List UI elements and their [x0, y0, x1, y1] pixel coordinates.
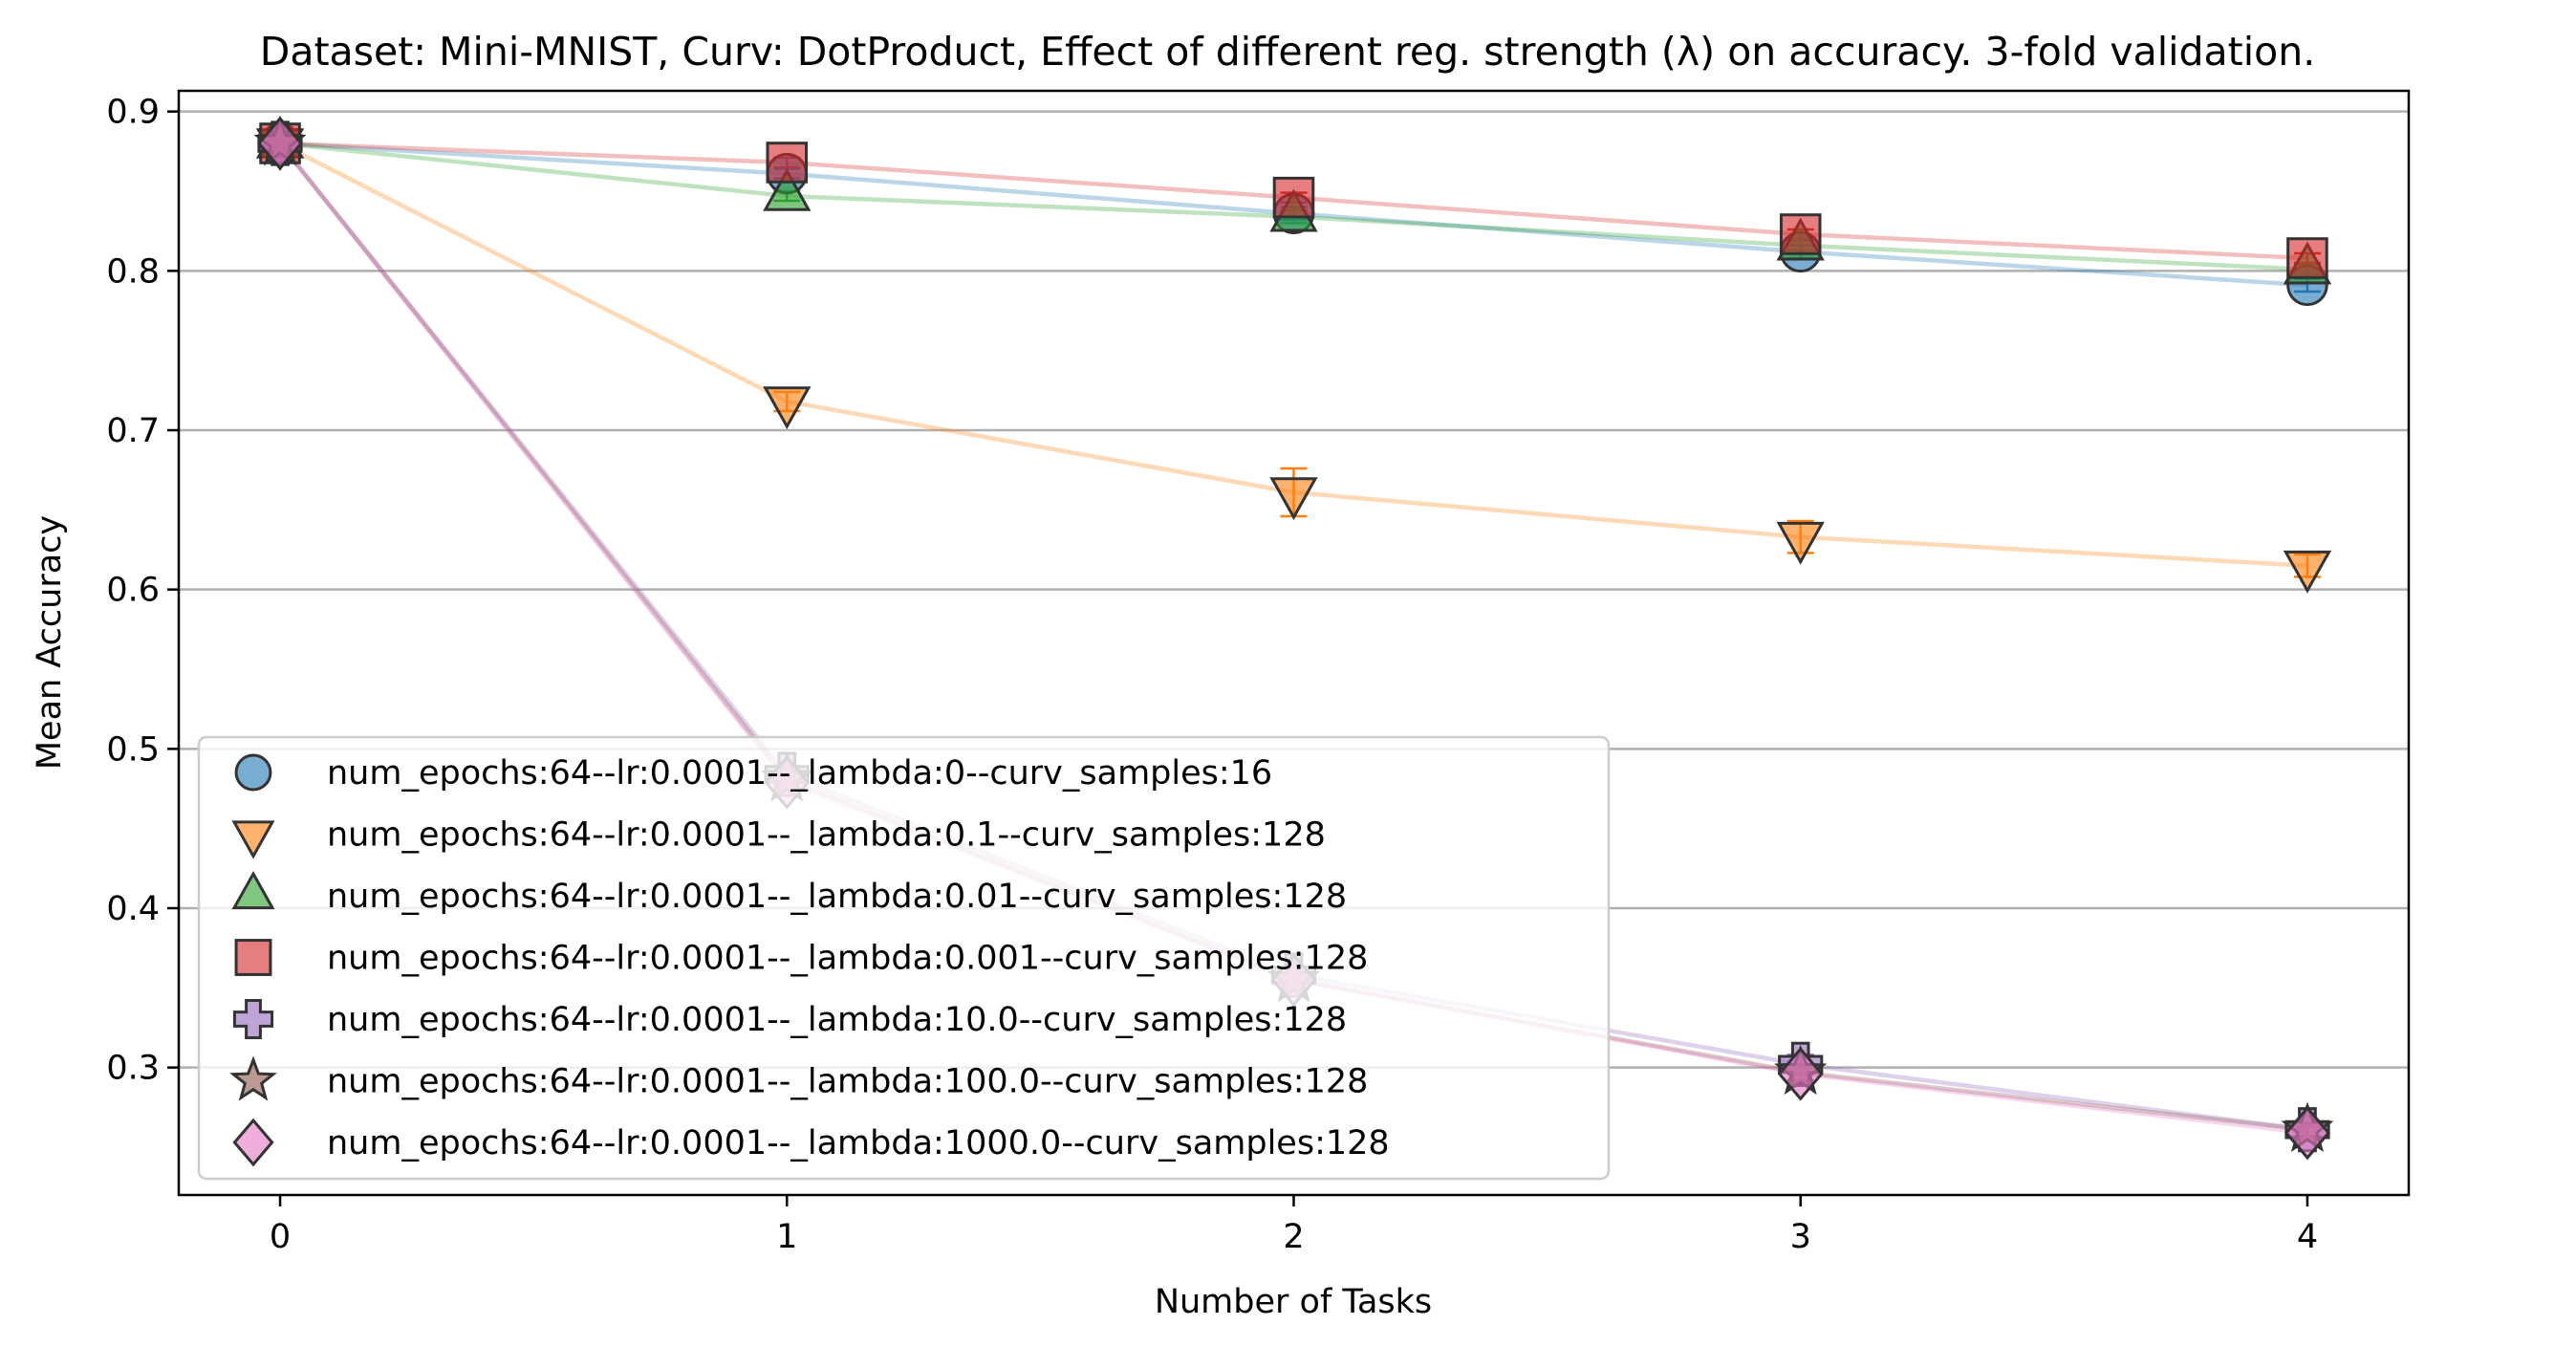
legend-label: num_epochs:64--lr:0.0001--_lambda:0.01--…	[327, 878, 1347, 916]
x-axis-ticks: 0 1 2 3 4	[270, 1195, 2318, 1256]
data-point	[2283, 550, 2332, 594]
legend-marker	[231, 820, 275, 859]
y-tick-label: 0.3	[106, 1050, 160, 1088]
y-tick-label: 0.9	[106, 94, 160, 132]
x-axis-label: Number of Tasks	[1155, 1283, 1432, 1321]
data-point	[2284, 1105, 2331, 1161]
legend-label: num_epochs:64--lr:0.0001--_lambda:1000.0…	[327, 1124, 1390, 1162]
legend-label: num_epochs:64--lr:0.0001--_lambda:0.001-…	[327, 940, 1368, 978]
x-tick-label: 4	[2297, 1218, 2318, 1256]
legend-label: num_epochs:64--lr:0.0001--_lambda:10.0--…	[327, 1001, 1347, 1039]
y-tick-label: 0.6	[106, 572, 160, 610]
x-tick-label: 2	[1283, 1218, 1304, 1256]
legend-marker	[232, 1118, 274, 1167]
legend-marker	[234, 753, 272, 792]
legend-label: num_epochs:64--lr:0.0001--_lambda:0--cur…	[327, 754, 1272, 793]
x-tick-label: 1	[776, 1218, 797, 1256]
data-point	[1779, 213, 1822, 255]
legend-marker	[231, 870, 275, 910]
data-point	[1272, 176, 1315, 219]
y-tick-label: 0.8	[106, 252, 160, 291]
y-axis-label: Mean Accuracy	[31, 515, 69, 770]
series-markers	[253, 115, 2334, 1161]
legend-marker	[234, 939, 272, 976]
data-point	[1777, 1046, 1824, 1101]
x-tick-label: 0	[270, 1218, 291, 1256]
y-tick-label: 0.5	[106, 730, 160, 769]
y-axis-ticks: 0.3 0.4 0.5 0.6 0.7 0.8 0.9	[106, 94, 179, 1088]
data-point	[2286, 237, 2328, 279]
legend-label: num_epochs:64--lr:0.0001--_lambda:100.0-…	[327, 1063, 1368, 1101]
y-tick-label: 0.4	[106, 890, 160, 928]
legend-marker	[229, 1055, 277, 1101]
legend-box	[197, 735, 1611, 1181]
y-tick-label: 0.7	[106, 412, 160, 450]
x-tick-label: 3	[1790, 1218, 1811, 1256]
data-point	[766, 141, 809, 184]
data-point	[1776, 521, 1825, 565]
legend-entries: num_epochs:64--lr:0.0001--_lambda:0--cur…	[229, 753, 1390, 1167]
data-point	[256, 116, 304, 171]
legend[interactable]: num_epochs:64--lr:0.0001--_lambda:0--cur…	[197, 735, 1611, 1181]
chart-title: Dataset: Mini-MNIST, Curv: DotProduct, E…	[260, 29, 2315, 75]
data-point	[763, 167, 812, 211]
legend-label: num_epochs:64--lr:0.0001--_lambda:0.1--c…	[327, 816, 1326, 855]
data-point	[763, 386, 812, 430]
legend-marker	[232, 999, 274, 1039]
data-point	[1269, 477, 1318, 521]
